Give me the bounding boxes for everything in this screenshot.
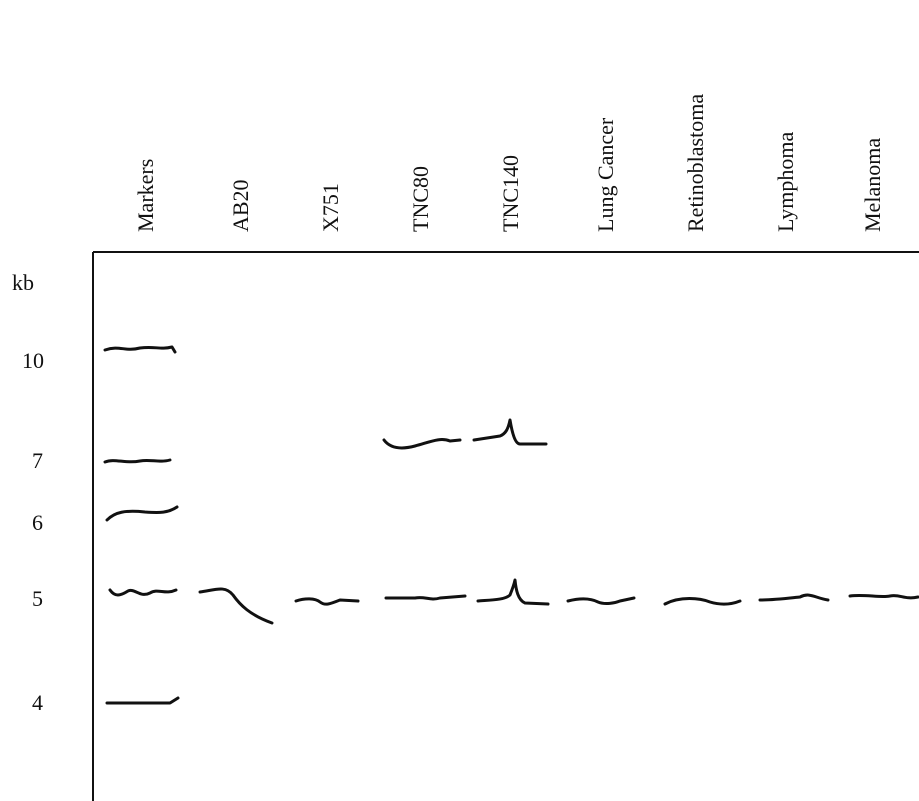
size-label: 4 — [32, 690, 43, 715]
lane-label: TNC80 — [408, 166, 433, 232]
lane-label: Lymphoma — [773, 132, 798, 232]
size-label: 5 — [32, 586, 43, 611]
size-label: 7 — [32, 448, 43, 473]
lane-label: X751 — [318, 183, 343, 232]
lane-label: Melanoma — [860, 138, 885, 232]
lane-label: Markers — [133, 159, 158, 232]
background — [0, 0, 919, 801]
gel-diagram: Markers AB20 X751 TNC80 TNC140 Lung Canc… — [0, 0, 919, 801]
size-unit: kb — [12, 270, 34, 295]
lane-label: AB20 — [228, 179, 253, 232]
lane-label: TNC140 — [498, 155, 523, 232]
size-label: 6 — [32, 510, 43, 535]
size-label: 10 — [22, 348, 44, 373]
marker-band — [105, 460, 170, 462]
lane-label: Retinoblastoma — [683, 94, 708, 232]
lane-label: Lung Cancer — [593, 117, 618, 232]
page: Markers AB20 X751 TNC80 TNC140 Lung Canc… — [0, 0, 919, 801]
